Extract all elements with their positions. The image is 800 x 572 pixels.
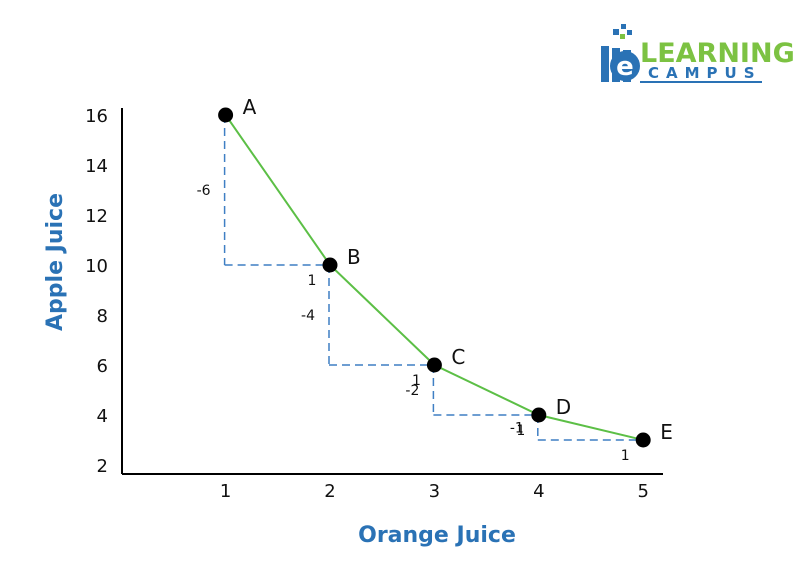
step-run-label: 1 [621,448,630,464]
y-tick-labels: 2 4 6 8 10 12 14 16 [85,106,108,477]
y-tick-label: 4 [97,406,108,427]
y-tick-label: 2 [97,456,108,477]
logo-line1: LEARNING [640,38,795,69]
x-axis-title: Orange Juice [358,523,516,548]
point-label: D [556,395,571,419]
y-tick-label: 12 [85,206,108,227]
x-tick-label: 3 [429,481,440,502]
logo-letter: e [616,52,634,82]
step-rise-label: -6 [197,183,211,199]
logo-underline [640,81,762,83]
step-run-label: 1 [412,373,421,389]
logo-icon: e [601,24,640,82]
slope-steps: -61-41-21-11 [197,115,644,464]
data-point-b [322,257,338,273]
step-run-label: 1 [516,423,525,439]
x-tick-label: 5 [637,481,648,502]
y-tick-label: 14 [85,156,108,177]
y-tick-label: 8 [97,306,108,327]
x-tick-labels: 1 2 3 4 5 [220,481,649,502]
series-line [224,114,644,441]
series-path [224,114,644,441]
point-label: B [347,245,361,269]
x-tick-label: 2 [324,481,335,502]
x-tick-label: 1 [220,481,231,502]
logo-line2: CAMPUS [648,64,762,82]
point-label: A [243,95,257,119]
y-axis-title: Apple Juice [43,193,68,331]
step-rise-label: -1 [510,421,524,437]
x-tick-label: 4 [533,481,544,502]
data-point-a [218,107,234,123]
y-tick-label: 10 [85,256,108,277]
y-tick-label: 6 [97,356,108,377]
point-label: C [451,345,465,369]
data-point-c [426,357,442,373]
step-rise-label: -4 [301,308,315,324]
y-tick-label: 16 [85,106,108,127]
point-label: E [660,420,673,444]
data-point-e [635,432,651,448]
data-point-d [531,407,547,423]
step-rise-label: -2 [405,383,419,399]
logo: e LEARNING CAMPUS [601,24,795,83]
step-run-label: 1 [308,273,317,289]
data-points: A B C D E [218,95,673,448]
